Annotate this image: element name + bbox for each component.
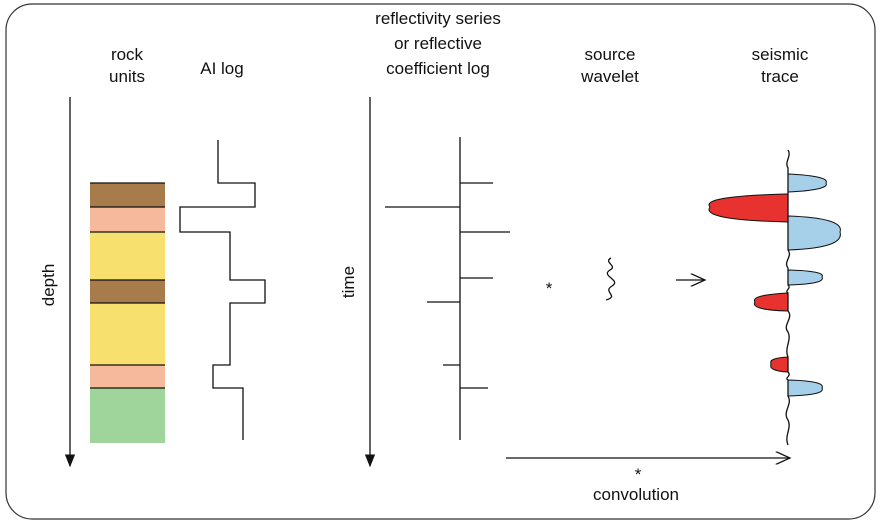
frame (5, 3, 876, 520)
label: rock (111, 45, 144, 64)
label: reflectivity series (375, 9, 501, 28)
convolution-label: convolution (593, 485, 679, 504)
label: seismic (752, 45, 809, 64)
operator: * (635, 465, 642, 484)
ai-log (179, 140, 266, 440)
operator: * (546, 279, 553, 298)
reflectivity-log (385, 137, 510, 440)
wavelet (605, 257, 616, 301)
label: trace (761, 67, 799, 86)
rock-column (90, 182, 165, 443)
label: units (109, 67, 145, 86)
label: source (584, 45, 635, 64)
axis-label: time (339, 266, 358, 298)
seismic-trace (708, 149, 841, 446)
label: coefficient log (386, 59, 490, 78)
label: AI log (200, 59, 243, 78)
axis-label: depth (39, 264, 58, 307)
label: or reflective (394, 34, 482, 53)
label: wavelet (580, 67, 639, 86)
